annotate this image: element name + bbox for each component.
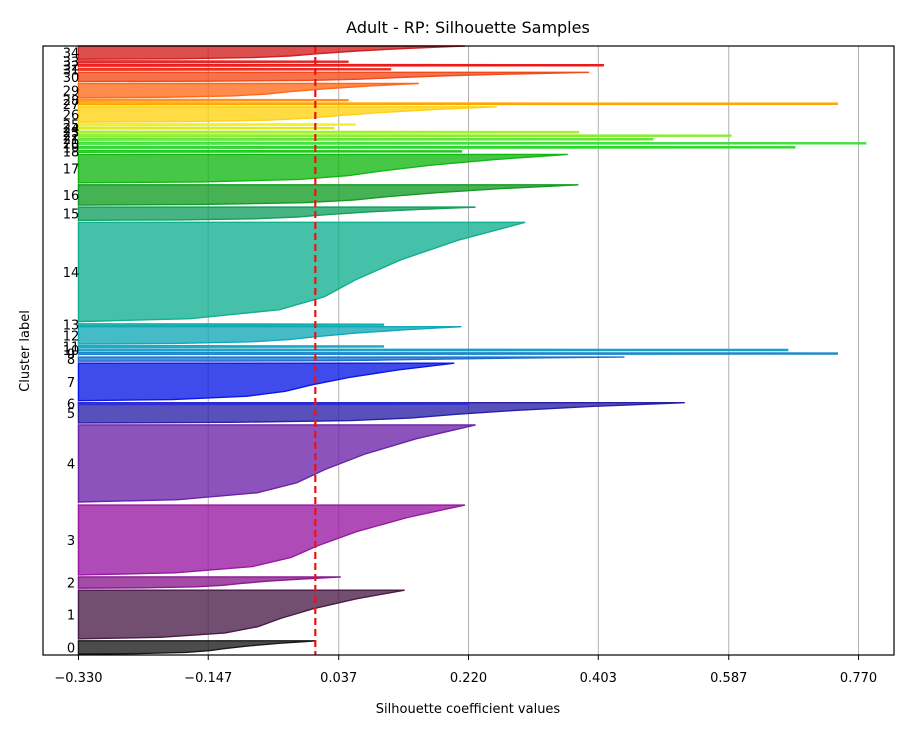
cluster-label-1: 1 bbox=[67, 608, 75, 623]
cluster-label-3: 3 bbox=[67, 534, 75, 549]
cluster-bar-13 bbox=[77, 323, 385, 327]
cluster-bar-1 bbox=[77, 589, 405, 640]
cluster-label-0: 0 bbox=[67, 641, 75, 656]
x-tick-label: −0.330 bbox=[54, 671, 102, 686]
cluster-label-33: 33 bbox=[63, 56, 80, 71]
x-axis-ticks: −0.330 −0.147 0.037 0.220 0.403 0.587 0.770 bbox=[54, 655, 877, 686]
cluster-label-25: 25 bbox=[63, 119, 80, 134]
cluster-bar-11 bbox=[77, 344, 385, 349]
cluster-label-29: 29 bbox=[63, 85, 80, 100]
cluster-label-6: 6 bbox=[67, 398, 75, 413]
cluster-bar-22 bbox=[77, 134, 732, 138]
cluster-bar-17 bbox=[77, 153, 568, 184]
cluster-label-15: 15 bbox=[63, 208, 80, 223]
cluster-bar-26 bbox=[77, 106, 497, 123]
cluster-label-24: 24 bbox=[63, 122, 80, 137]
cluster-label-31: 31 bbox=[63, 63, 80, 78]
cluster-bar-15 bbox=[77, 206, 476, 221]
cluster-label-21: 21 bbox=[63, 133, 80, 148]
cluster-labels: 0123456789101112131415161718192021222324… bbox=[63, 47, 80, 657]
x-tick-label: 0.770 bbox=[840, 671, 877, 686]
cluster-bar-12 bbox=[77, 325, 462, 345]
x-tick-label: 0.587 bbox=[710, 671, 747, 686]
cluster-bar-16 bbox=[77, 184, 579, 206]
x-tick-label: 0.037 bbox=[320, 671, 357, 686]
x-tick-label: 0.403 bbox=[580, 671, 617, 686]
cluster-label-12: 12 bbox=[63, 329, 80, 344]
cluster-label-28: 28 bbox=[63, 94, 80, 109]
cluster-bar-20 bbox=[77, 141, 867, 145]
cluster-label-26: 26 bbox=[63, 108, 80, 123]
cluster-label-34: 34 bbox=[63, 47, 80, 62]
cluster-bar-8 bbox=[77, 356, 625, 362]
cluster-label-13: 13 bbox=[63, 319, 80, 334]
cluster-bar-10 bbox=[77, 348, 789, 352]
x-tick-label: 0.220 bbox=[450, 671, 487, 686]
cluster-label-23: 23 bbox=[63, 126, 80, 141]
cluster-label-16: 16 bbox=[63, 189, 80, 204]
cluster-label-19: 19 bbox=[63, 141, 80, 156]
x-tick-label: −0.147 bbox=[184, 671, 232, 686]
cluster-bar-18 bbox=[77, 149, 463, 153]
cluster-label-18: 18 bbox=[63, 145, 80, 160]
x-axis-label: Silhouette coefficient values bbox=[376, 702, 561, 717]
cluster-label-10: 10 bbox=[63, 344, 80, 359]
cluster-bar-24 bbox=[77, 126, 335, 130]
cluster-label-8: 8 bbox=[67, 353, 75, 368]
cluster-bar-6 bbox=[77, 402, 470, 406]
cluster-bar-27 bbox=[77, 102, 838, 106]
cluster-bar-7 bbox=[77, 362, 455, 402]
cluster-bar-30 bbox=[77, 71, 590, 83]
cluster-bar-3 bbox=[77, 504, 466, 576]
cluster-bar-21 bbox=[77, 137, 654, 141]
cluster-label-7: 7 bbox=[67, 376, 75, 391]
cluster-label-14: 14 bbox=[63, 266, 80, 281]
silhouette-bars bbox=[77, 45, 867, 655]
y-axis-label: Cluster label bbox=[18, 310, 33, 392]
cluster-bar-29 bbox=[77, 82, 419, 99]
cluster-label-22: 22 bbox=[63, 130, 80, 145]
cluster-bar-0 bbox=[77, 640, 317, 655]
cluster-bar-31 bbox=[77, 67, 392, 71]
cluster-bar-4 bbox=[77, 424, 476, 503]
cluster-label-11: 11 bbox=[63, 340, 80, 355]
cluster-bar-2 bbox=[77, 576, 341, 589]
cluster-label-32: 32 bbox=[63, 59, 80, 74]
cluster-bar-28 bbox=[77, 98, 349, 102]
chart-title: Adult - RP: Silhouette Samples bbox=[346, 18, 590, 37]
cluster-bar-23 bbox=[77, 130, 580, 134]
cluster-bar-9 bbox=[77, 351, 838, 356]
cluster-bar-32 bbox=[77, 63, 604, 67]
cluster-label-20: 20 bbox=[63, 137, 80, 152]
cluster-label-2: 2 bbox=[67, 577, 75, 592]
cluster-bar-25 bbox=[77, 122, 356, 127]
cluster-label-9: 9 bbox=[67, 348, 75, 363]
cluster-label-17: 17 bbox=[63, 163, 80, 178]
cluster-label-4: 4 bbox=[67, 457, 75, 472]
cluster-bar-14 bbox=[77, 221, 526, 323]
cluster-label-27: 27 bbox=[63, 98, 80, 113]
cluster-bar-5 bbox=[77, 401, 685, 424]
cluster-bar-19 bbox=[77, 145, 796, 149]
cluster-bar-33 bbox=[77, 60, 349, 64]
cluster-label-30: 30 bbox=[63, 71, 80, 86]
cluster-label-5: 5 bbox=[67, 407, 75, 422]
